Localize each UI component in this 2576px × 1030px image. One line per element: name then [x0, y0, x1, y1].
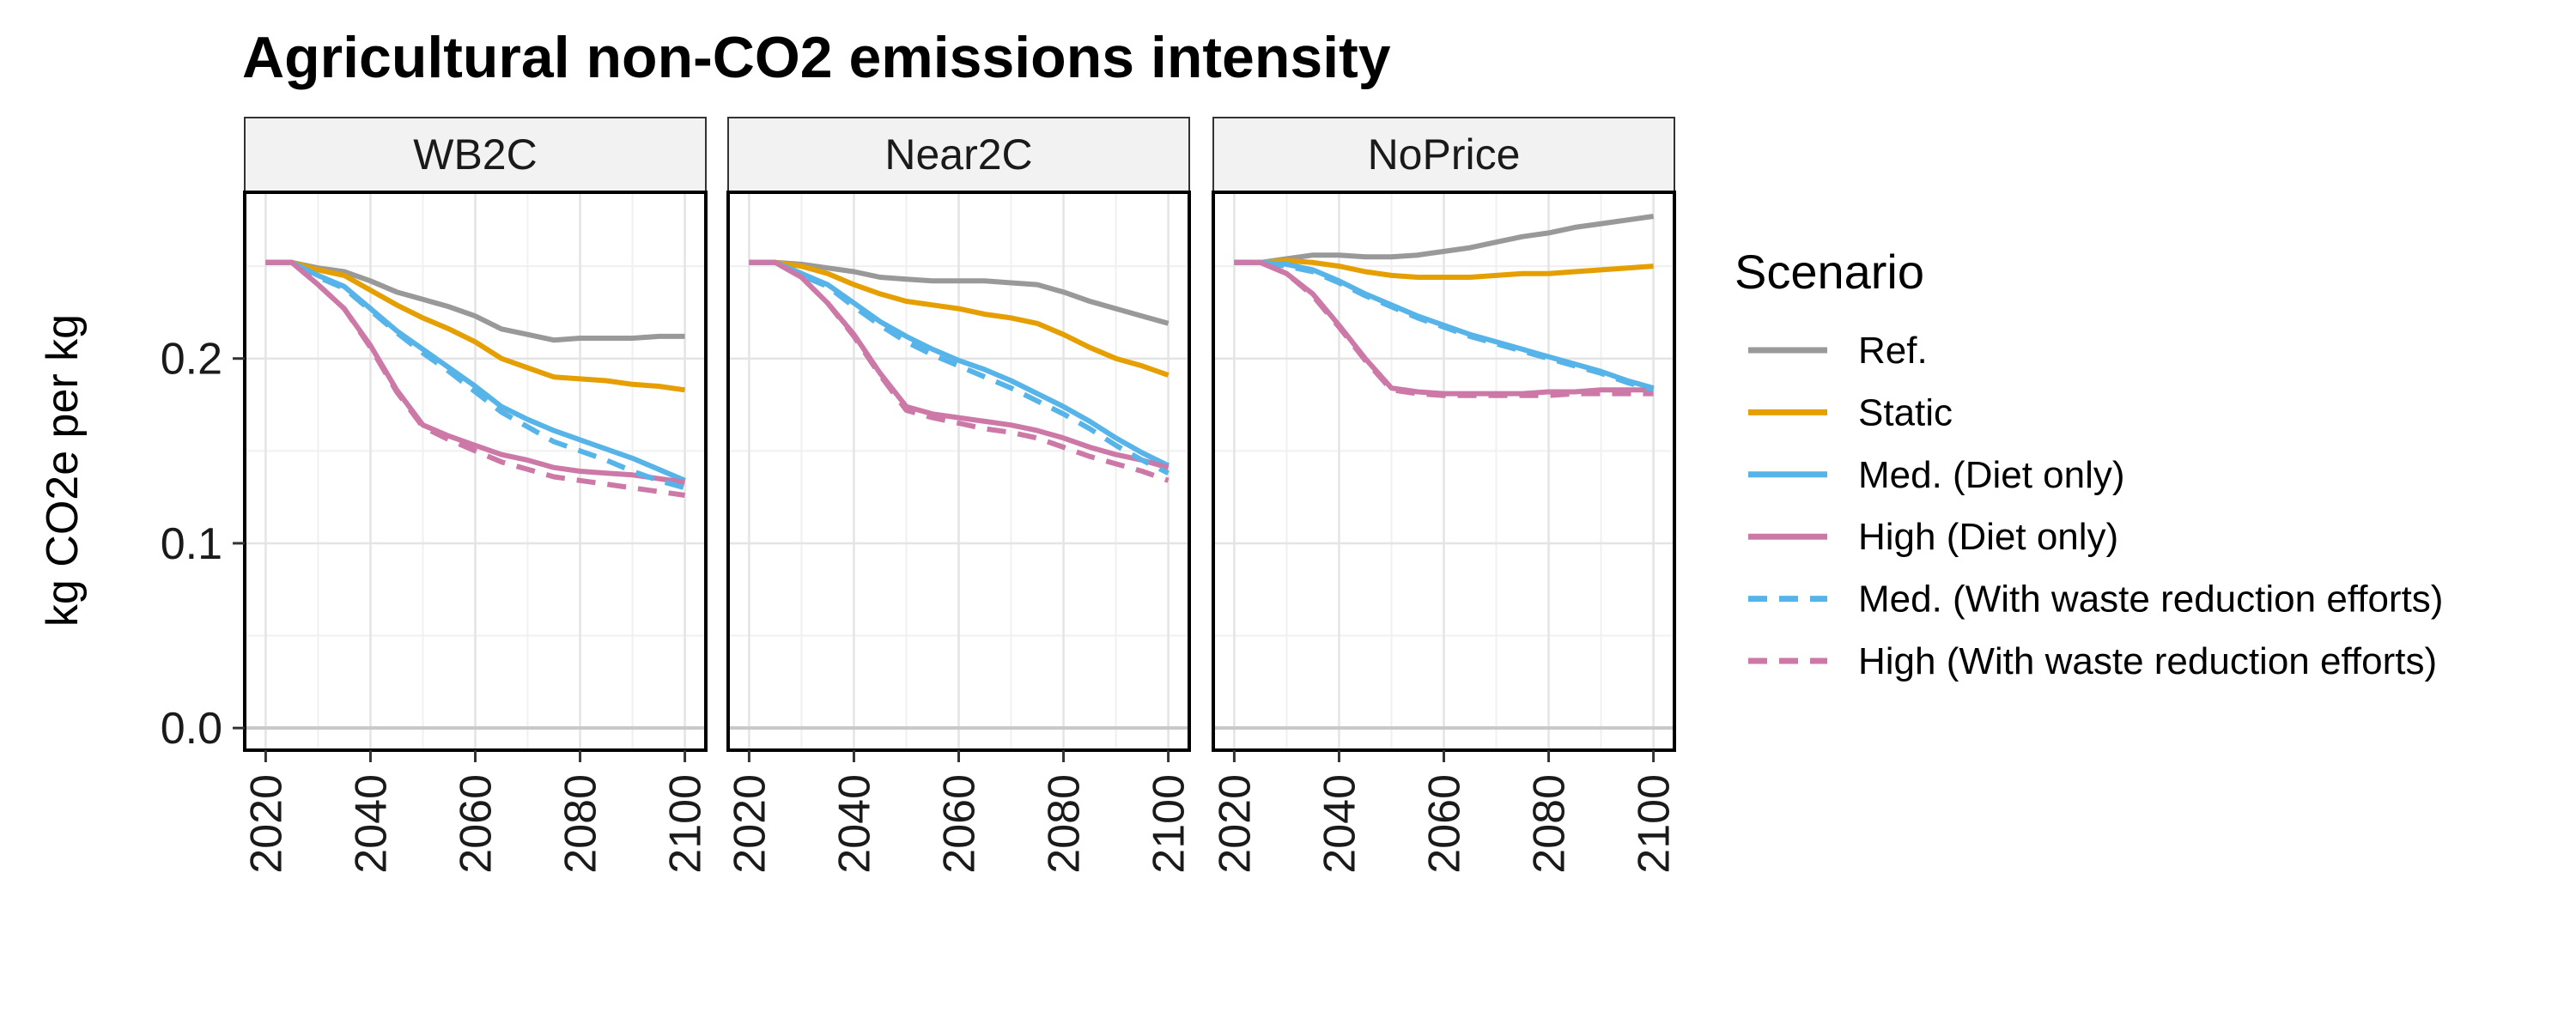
series-line-ref-wb2c: [265, 259, 685, 343]
x-tick-label: 2080: [1525, 774, 1575, 874]
chart-title: Agricultural non-CO2 emissions intensity: [242, 25, 1391, 90]
x-tick-label: 2100: [1145, 774, 1194, 874]
legend-label-high-with-waste-reduction-efforts: High (With waste reduction efforts): [1858, 640, 2437, 682]
series-line-med-with-waste-reduction-efforts-wb2c: [265, 259, 686, 491]
series-line-med-with-waste-reduction-efforts-near2c: [749, 259, 1170, 476]
x-axis-wb2c: 2020 2040 2060 2080 2100: [241, 750, 711, 874]
x-tick-label: 2060: [1420, 774, 1470, 874]
x-tick-label: 2020: [725, 774, 775, 874]
legend-item-high-with-waste-reduction-efforts: High (With waste reduction efforts): [1748, 640, 2437, 682]
legend-label-static: Static: [1858, 391, 1953, 433]
strip-background-wb2c: [244, 117, 707, 193]
series-line-ref-near2c: [749, 259, 1170, 326]
panel-near2c: Near2C 2020 2040 2060 2080 2100: [725, 117, 1194, 874]
legend-label-ref: Ref.: [1858, 330, 1928, 372]
legend-label-med-with-waste-reduction-efforts: Med. (With waste reduction efforts): [1858, 579, 2443, 621]
legend-label-high-diet-only: High (Diet only): [1858, 516, 2118, 558]
legend-item-med-diet-only: Med. (Diet only): [1748, 454, 2125, 496]
series-lines-wb2c: [265, 259, 686, 498]
x-axis-noprice: 2020 2040 2060 2080 2100: [1210, 750, 1680, 874]
series-line-static-noprice: [1234, 258, 1654, 280]
legend: Scenario Ref. Static Med. (Diet only) High (…: [1735, 245, 2443, 682]
x-tick-label: 2040: [1315, 774, 1364, 874]
x-tick-label: 2020: [241, 774, 291, 874]
strip-label-noprice: NoPrice: [1368, 130, 1521, 179]
x-tick-label: 2080: [1040, 774, 1090, 874]
legend-label-med-diet-only: Med. (Diet only): [1858, 454, 2125, 496]
legend-item-high-diet-only: High (Diet only): [1748, 516, 2118, 558]
strip-label-wb2c: WB2C: [413, 130, 537, 179]
x-tick-label: 2100: [661, 774, 711, 874]
series-line-high-with-waste-reduction-efforts-wb2c: [265, 259, 686, 498]
series-line-high-diet-only-wb2c: [265, 259, 686, 485]
x-tick-label: 2020: [1210, 774, 1260, 874]
x-tick-label: 2080: [556, 774, 606, 874]
series-line-ref-noprice: [1234, 214, 1655, 265]
x-tick-label: 2040: [829, 774, 879, 874]
panel-noprice: NoPrice 2020 2040 2060 2080 2100: [1210, 117, 1680, 874]
series-line-high-with-waste-reduction-efforts-noprice: [1234, 259, 1654, 398]
panel-wb2c: WB2C 2020 2040 2060 2080 2100: [241, 117, 711, 874]
series-line-high-with-waste-reduction-efforts-near2c: [749, 259, 1170, 483]
series-lines-noprice: [1234, 214, 1655, 398]
x-tick-label: 2040: [346, 774, 396, 874]
series-line-med-with-waste-reduction-efforts-noprice: [1234, 259, 1655, 393]
strip-label-near2c: Near2C: [884, 130, 1032, 179]
y-axis-label: kg CO2e per kg: [38, 314, 88, 627]
y-tick-label: 0.0: [161, 704, 222, 754]
y-axis: 0.0 0.1 0.2: [161, 335, 245, 754]
x-tick-label: 2060: [452, 774, 501, 874]
y-tick-label: 0.2: [161, 335, 222, 385]
x-tick-label: 2060: [935, 774, 985, 874]
series-lines-near2c: [749, 259, 1170, 483]
x-tick-label: 2100: [1630, 774, 1680, 874]
x-axis-near2c: 2020 2040 2060 2080 2100: [725, 750, 1194, 874]
y-tick-label: 0.1: [161, 519, 222, 569]
series-line-static-wb2c: [265, 259, 686, 393]
legend-title: Scenario: [1735, 245, 1924, 299]
series-line-static-near2c: [749, 259, 1170, 378]
strip-background-near2c: [727, 117, 1190, 193]
strip-background-noprice: [1212, 117, 1675, 193]
legend-item-static: Static: [1748, 391, 1953, 433]
series-line-high-diet-only-near2c: [749, 259, 1170, 470]
legend-item-med-with-waste-reduction-efforts: Med. (With waste reduction efforts): [1748, 579, 2443, 621]
legend-item-ref: Ref.: [1748, 330, 1928, 372]
